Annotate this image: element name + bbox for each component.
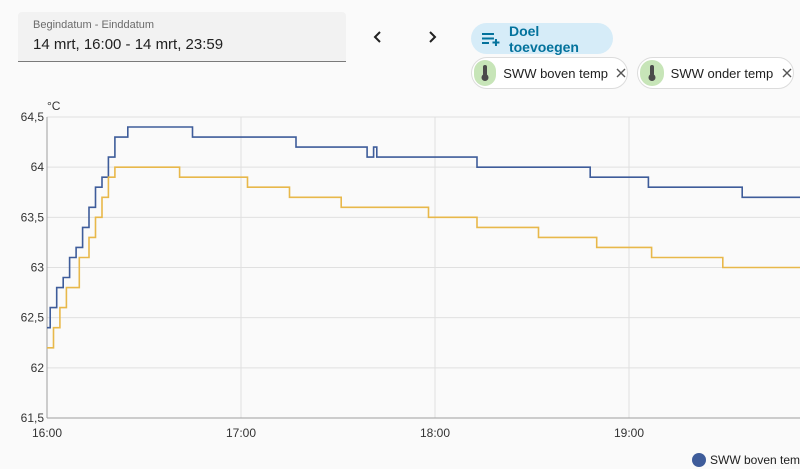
- chip-label: SWW onder temp: [670, 65, 774, 81]
- series-line-sww-boven-temp: [47, 126, 800, 329]
- chip-sww-onder-temp[interactable]: SWW onder temp: [637, 57, 794, 89]
- x-tick-label: 19:00: [614, 426, 644, 440]
- chart-series: [47, 126, 800, 349]
- chip-label: SWW boven temp: [503, 65, 609, 81]
- next-period-button[interactable]: [419, 24, 445, 50]
- date-range-label: Begindatum - Einddatum: [33, 19, 155, 31]
- add-target-button[interactable]: Doel toevoegen: [471, 22, 613, 55]
- thermometer-icon: [640, 60, 664, 86]
- x-tick-label: 16:00: [32, 426, 62, 440]
- y-tick-label: 61,5: [21, 411, 45, 425]
- chart-ticks: 61,5 62 62,5 63 63,5 64 64,5 16:00 17:00 18:00 19:…: [21, 110, 645, 440]
- add-target-label: Doel toevoegen: [508, 22, 579, 55]
- chevron-left-icon: [373, 31, 381, 43]
- date-range-value: 14 mrt, 16:00 - 14 mrt, 23:59: [33, 36, 224, 53]
- y-tick-label: 64,5: [21, 110, 45, 124]
- chart-grid: [46, 116, 800, 419]
- legend-swatch: [692, 453, 706, 467]
- thermometer-icon: [474, 60, 497, 86]
- playlist-plus-icon: [481, 32, 500, 46]
- y-tick-label: 63,5: [21, 210, 45, 224]
- y-axis-label: °C: [47, 99, 61, 113]
- chip-sww-boven-temp[interactable]: SWW boven temp: [471, 57, 628, 89]
- legend-label: SWW boven temp: [710, 453, 800, 467]
- series-line-sww-onder-temp: [47, 166, 800, 349]
- close-icon[interactable]: [615, 66, 627, 80]
- close-icon[interactable]: [780, 66, 793, 80]
- y-tick-label: 62: [31, 361, 45, 375]
- previous-period-button[interactable]: [365, 24, 391, 50]
- y-tick-label: 64: [31, 160, 45, 174]
- y-tick-label: 63: [31, 261, 45, 275]
- x-tick-label: 18:00: [420, 426, 450, 440]
- x-tick-label: 17:00: [226, 426, 256, 440]
- y-tick-label: 62,5: [21, 311, 45, 325]
- legend-item-sww-boven-temp[interactable]: SWW boven temp: [692, 453, 800, 467]
- date-range-field[interactable]: Begindatum - Einddatum 14 mrt, 16:00 - 1…: [18, 12, 346, 62]
- chevron-right-icon: [429, 31, 437, 43]
